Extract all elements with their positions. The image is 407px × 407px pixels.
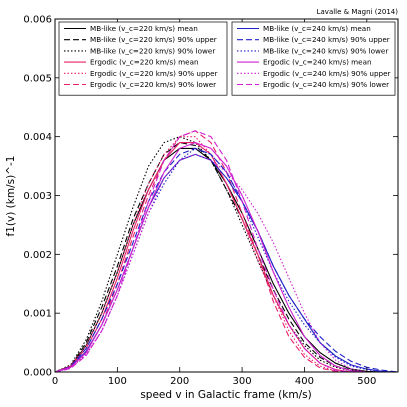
series-line-0 <box>54 147 383 373</box>
y-axis-label: f1(v) (km/s)^-1 <box>5 156 17 237</box>
y-tick-label-6: 0.006 <box>23 15 52 26</box>
x-tick-label-0: 0 <box>52 376 58 387</box>
y-tick-label-3: 0.003 <box>23 191 52 202</box>
legend-right: MB-like (v_c=240 km/s) mean MB-like (v_c=… <box>231 21 396 96</box>
legend-left-label-5: Ergodic (v_c=220 km/s) 90% lower <box>90 80 216 89</box>
y-tick-label-5: 0.005 <box>23 73 52 84</box>
y-tick-label-2: 0.002 <box>23 250 52 261</box>
series-line-7 <box>54 147 399 373</box>
ticks-layer: 0 100 200 300 400 500 0.000 0.001 0.002 0.003 0.00… <box>23 15 398 387</box>
legend-right-label-1: MB-like (v_c=240 km/s) 90% upper <box>263 35 390 44</box>
series-line-5 <box>54 130 367 373</box>
x-tick-label-4: 400 <box>295 376 314 387</box>
y-tick-label-0: 0.000 <box>23 368 52 379</box>
x-tick-label-2: 200 <box>170 376 189 387</box>
y-tick-label-4: 0.004 <box>23 132 52 143</box>
legend-right-label-5: Ergodic (v_c=240 km/s) 90% lower <box>263 80 389 89</box>
legend-left: MB-like (v_c=220 km/s) mean MB-like (v_c=… <box>58 21 228 96</box>
x-tick-label-3: 300 <box>233 376 252 387</box>
series-line-10 <box>54 153 383 373</box>
y-tick-label-1: 0.001 <box>23 309 52 320</box>
x-axis-label: speed v in Galactic frame (km/s) <box>140 389 311 401</box>
legend-left-label-4: Ergodic (v_c=220 km/s) 90% upper <box>90 69 218 78</box>
series-line-11 <box>54 130 383 373</box>
legend-right-label-3: Ergodic (v_c=240 km/s) mean <box>263 58 372 67</box>
x-tick-label-5: 500 <box>357 376 376 387</box>
legend-left-label-3: Ergodic (v_c=220 km/s) mean <box>90 58 199 67</box>
series-line-9 <box>54 142 383 373</box>
series-line-3 <box>54 142 367 373</box>
series-line-8 <box>54 147 398 373</box>
series-layer <box>54 130 399 373</box>
x-tick-label-1: 100 <box>108 376 127 387</box>
legend-right-box <box>231 21 396 96</box>
legend-left-label-0: MB-like (v_c=220 km/s) mean <box>90 24 198 33</box>
legend-right-label-2: MB-like (v_c=240 km/s) 90% lower <box>263 46 388 55</box>
legend-left-box <box>58 21 228 96</box>
legend-left-label-2: MB-like (v_c=220 km/s) 90% lower <box>90 46 215 55</box>
series-line-1 <box>54 142 383 373</box>
series-line-2 <box>54 136 383 373</box>
legend-right-label-0: MB-like (v_c=240 km/s) mean <box>263 24 371 33</box>
legend-right-label-4: Ergodic (v_c=240 km/s) 90% upper <box>263 69 391 78</box>
series-line-6 <box>54 153 399 373</box>
chart-credit: Lavalle & Magni (2014) <box>317 8 399 16</box>
legend-left-label-1: MB-like (v_c=220 km/s) 90% upper <box>90 35 217 44</box>
